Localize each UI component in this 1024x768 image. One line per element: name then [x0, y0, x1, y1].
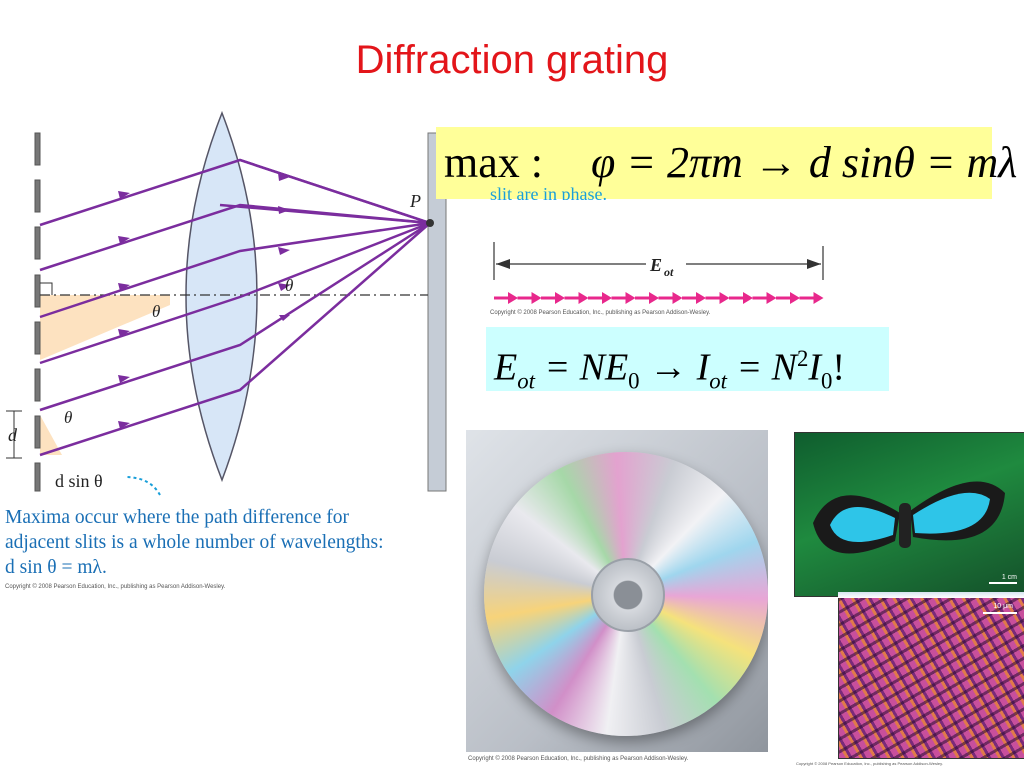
slide-title: Diffraction grating: [355, 38, 669, 82]
ray-arrowheads: [118, 173, 290, 429]
label-theta-2: θ: [285, 276, 293, 295]
formula-intensity: Eot = NE0 → Iot = N2I0!: [486, 327, 889, 394]
phasor-arrow-head: [719, 292, 730, 304]
formula-max: max : φ = 2πm → d sinθ = mλ: [436, 127, 1017, 199]
phasor-arrow-head: [813, 292, 824, 304]
butterfly-photo: 1 cm: [794, 432, 1024, 597]
phasor-label-e: E: [649, 255, 662, 275]
fi-ot2: ot: [709, 368, 727, 394]
shaded-wedge-small: [40, 415, 62, 455]
rays: [39, 158, 431, 457]
label-d-sin-theta: d sin θ: [55, 471, 103, 491]
cd-photo: [466, 430, 768, 752]
caption-line-3: d sin θ = mλ.: [5, 557, 107, 578]
phasor-label-bg: [646, 252, 686, 274]
formula-max-phi: φ = 2πm: [590, 138, 743, 187]
fi-eq1: = NE: [534, 346, 629, 389]
phasor-diagram: E ot: [493, 242, 824, 304]
caption-line-2: adjacent slits is a whole number of wave…: [5, 532, 384, 553]
phasor-arrow-head: [696, 292, 706, 304]
label-theta-1: θ: [152, 302, 160, 321]
grating-caption: Maxima occur where the path difference f…: [5, 505, 465, 580]
fi-sub0b: 0: [821, 368, 833, 394]
phasor-label-sub: ot: [664, 265, 674, 279]
formula-max-result: d sinθ = mλ: [808, 138, 1018, 187]
fi-arrow: →: [639, 346, 697, 389]
scale-label-10um: 10 μm: [993, 603, 1013, 610]
label-p: P: [409, 191, 421, 211]
scale-bar-10um: [983, 612, 1017, 614]
formula-max-arrow: →: [753, 138, 798, 187]
phasor-arrow-head: [766, 292, 777, 304]
phasor-arrow-head: [625, 292, 636, 304]
phasor-left-arrow: [496, 259, 510, 269]
phasor-copyright: Copyright © 2008 Pearson Education, Inc.…: [490, 310, 711, 316]
phasor-arrow-head: [508, 292, 518, 304]
right-angle-marker: [40, 282, 53, 295]
zoom-connector: [838, 592, 1024, 598]
lens: [185, 110, 258, 483]
phasor-right-arrow: [807, 259, 821, 269]
label-theta-3: θ: [64, 408, 72, 427]
phasor-arrow-head: [743, 292, 753, 304]
phasor-arrow-head: [555, 292, 565, 304]
wing-scale-micrograph: 10 μm: [838, 597, 1024, 759]
fi-bang: !: [832, 346, 846, 389]
fi-eq2: = N: [726, 346, 797, 389]
label-d: d: [8, 425, 18, 445]
phasor-arrow-head: [531, 292, 542, 304]
formula-max-lead: max :: [444, 138, 543, 187]
scale-label-1cm: 1 cm: [1001, 574, 1017, 581]
cd-copyright: Copyright © 2008 Pearson Education, Inc.…: [468, 756, 689, 762]
scale-bar-1cm: [989, 582, 1017, 584]
butterfly-wings: [813, 481, 1005, 554]
phasor-arrow-head: [649, 292, 659, 304]
shaded-wedge-top: [40, 295, 170, 360]
fi-i0: I: [808, 346, 822, 389]
grating-diagram: P θ θ θ d d sin θ: [6, 110, 447, 496]
cd-hub: [591, 558, 665, 632]
micrograph-overlay: [839, 598, 1024, 758]
magenta-phasor-arrows: [494, 292, 824, 304]
butterfly-copyright: Copyright © 2008 Pearson Education, Inc.…: [796, 761, 943, 766]
fi-sup2: 2: [796, 346, 809, 371]
focal-point: [426, 219, 434, 227]
fi-ot1: ot: [517, 368, 535, 394]
phasor-arrow-head: [578, 292, 589, 304]
grating-bars: [34, 132, 41, 492]
fi-sub0a: 0: [628, 368, 640, 394]
grating-copyright: Copyright © 2008 Pearson Education, Inc.…: [5, 584, 226, 590]
fi-e: E: [494, 346, 518, 389]
phasor-arrow-head: [602, 292, 612, 304]
caption-line-1: Maxima occur where the path difference f…: [5, 507, 349, 528]
fi-i: I: [696, 346, 710, 389]
phasor-arrow-head: [672, 292, 683, 304]
phasor-arrow-head: [790, 292, 800, 304]
phasor-cut-text: slit are in phase.: [490, 184, 607, 200]
dotted-pointer: [124, 476, 161, 496]
